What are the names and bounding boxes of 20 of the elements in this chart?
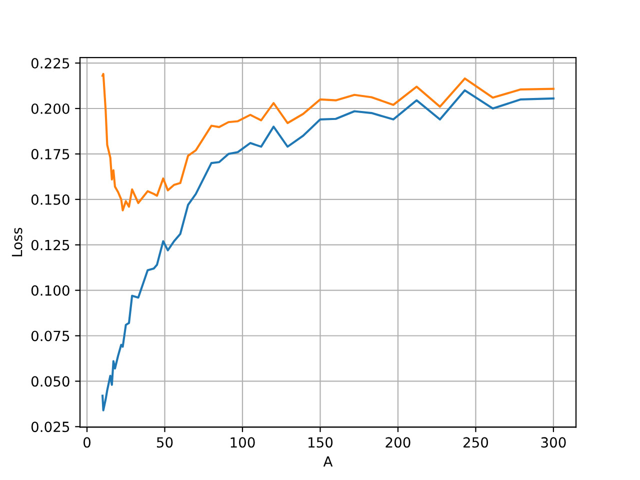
y-tick-label: 0.225 — [31, 58, 70, 69]
x-tick-label: 150 — [308, 437, 333, 448]
y-tick-label: 0.200 — [31, 103, 70, 114]
y-tick-label: 0.125 — [31, 240, 70, 250]
y-tick-label: 0.050 — [31, 376, 70, 387]
x-tick-label: 50 — [156, 437, 173, 448]
y-axis-title: Loss — [12, 228, 22, 256]
y-tick-label: 0.075 — [31, 330, 70, 342]
line-series — [102, 89, 554, 412]
line-series — [102, 72, 554, 212]
x-tick-label: 200 — [386, 437, 410, 448]
y-tick-label: 0.025 — [31, 422, 70, 432]
x-axis-title: A — [323, 456, 333, 466]
x-tick-label: 0 — [83, 437, 90, 448]
y-tick-label: 0.100 — [31, 285, 70, 296]
x-tick-label: 250 — [463, 437, 488, 448]
y-tick-label: 0.150 — [31, 194, 70, 205]
y-tick-label: 0.175 — [31, 148, 70, 160]
x-tick-label: 300 — [541, 437, 566, 448]
x-tick-label: 100 — [230, 437, 255, 448]
